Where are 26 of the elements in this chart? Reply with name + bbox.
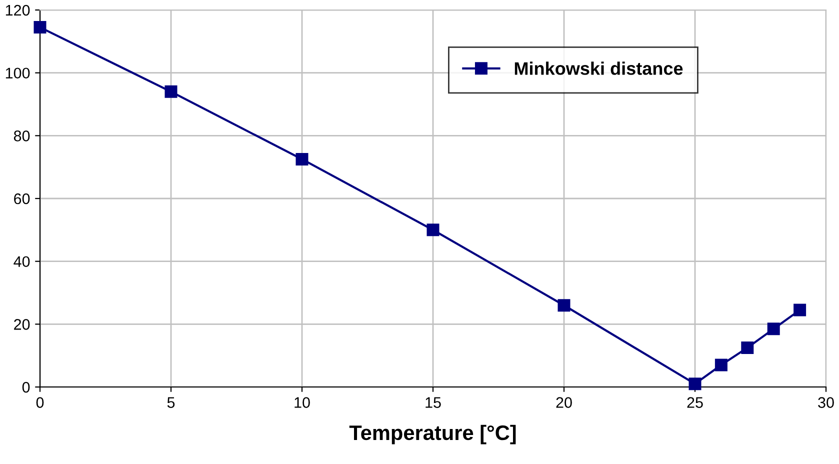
x-tick-label: 0 (36, 397, 44, 408)
point (741, 341, 754, 354)
point (34, 21, 46, 34)
point (767, 322, 780, 336)
y-tick-label: 80 (14, 130, 30, 142)
point (164, 85, 178, 98)
x-tick-label: 25 (687, 397, 703, 408)
legend-label: Minkowski distance (514, 62, 683, 75)
point (296, 152, 308, 166)
y-tick-label: 120 (6, 4, 30, 16)
y-tick-label: 60 (14, 193, 30, 204)
x-tick-label: 10 (294, 397, 310, 408)
x-tick-label: 30 (818, 397, 834, 408)
point (688, 378, 702, 390)
x-tick-label: 15 (426, 397, 441, 408)
x-axis-title: Temperature [°C] (349, 424, 516, 444)
point (426, 224, 440, 236)
point (794, 304, 806, 316)
point (558, 299, 570, 312)
y-tick-label: 100 (6, 68, 30, 79)
y-tick-label: 40 (14, 256, 30, 268)
y-tick-label: 20 (14, 319, 30, 330)
x-tick-label: 20 (556, 397, 572, 408)
point (714, 358, 728, 372)
y-tick-label: 0 (22, 382, 30, 393)
x-tick-label: 5 (167, 397, 175, 408)
